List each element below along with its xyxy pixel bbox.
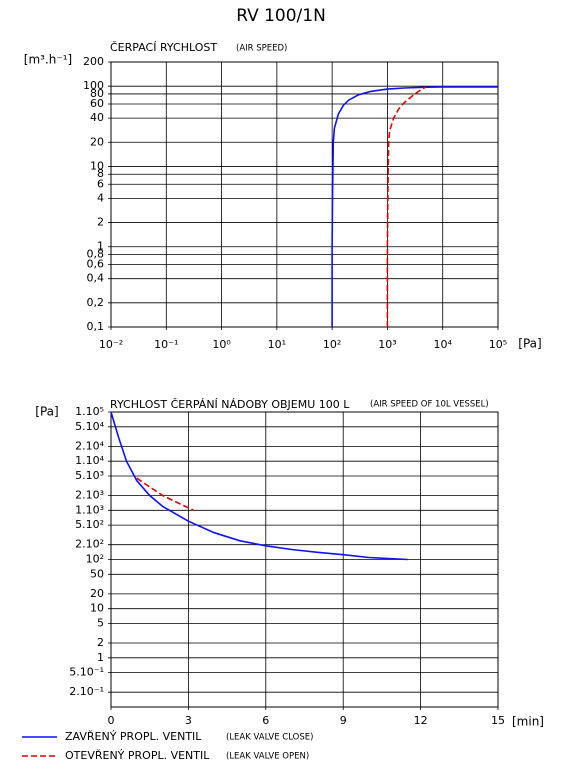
- y-tick-label: 40: [90, 111, 104, 124]
- y-tick-label: 200: [83, 55, 104, 68]
- x-tick-label: 10¹: [268, 338, 286, 351]
- y-tick-label: 100: [83, 79, 104, 92]
- y-tick-label: 5.10⁴: [75, 420, 104, 433]
- y-tick-label: 5: [97, 616, 104, 629]
- plot-frame: [110, 411, 499, 708]
- legend-label: ZAVŘENÝ PROPL. VENTIL: [65, 730, 202, 743]
- chart-title: ČERPACÍ RYCHLOST: [110, 41, 217, 54]
- x-axis-label: [min]: [512, 715, 544, 729]
- y-tick-label: 8: [97, 167, 104, 180]
- x-tick-label: 10⁴: [434, 338, 453, 351]
- y-tick-label: 2.10⁴: [75, 439, 104, 452]
- data-line: [136, 477, 194, 512]
- x-tick-label: 10⁻²: [99, 338, 123, 351]
- y-tick-label: 0,4: [87, 272, 105, 285]
- y-tick-label: 2.10³: [75, 489, 104, 502]
- y-axis-label: [Pa]: [35, 405, 58, 419]
- data-line: [386, 86, 427, 327]
- legend-note: (LEAK VALVE OPEN): [226, 752, 309, 762]
- x-tick-label: 10²: [323, 338, 341, 351]
- y-tick-label: 0,2: [87, 296, 105, 309]
- chart-subtitle: (AIR SPEED): [236, 44, 287, 54]
- y-tick-label: 80: [90, 87, 104, 100]
- legend-label: OTEVŘENÝ PROPL. VENTIL: [65, 749, 210, 762]
- y-tick-label: 10: [90, 159, 104, 172]
- x-tick-label: 10⁻¹: [154, 338, 178, 351]
- data-line: [331, 86, 498, 327]
- y-tick-label: 2.10²: [75, 538, 104, 551]
- x-tick-label: 15: [491, 714, 505, 727]
- plot-frame: [110, 61, 499, 328]
- x-tick-label: 3: [185, 714, 192, 727]
- y-tick-label: 1.10⁵: [75, 405, 104, 418]
- x-tick-label: 12: [414, 714, 428, 727]
- x-axis-label: [Pa]: [518, 337, 541, 351]
- y-tick-label: 4: [97, 191, 104, 204]
- y-tick-label: 10: [90, 602, 104, 615]
- y-tick-label: 60: [90, 97, 104, 110]
- x-tick-label: 6: [262, 714, 269, 727]
- y-tick-label: 0,8: [87, 248, 105, 261]
- y-tick-label: 1: [97, 651, 104, 664]
- legend-note: (LEAK VALVE CLOSE): [226, 733, 313, 743]
- y-tick-label: 2.10⁻¹: [69, 685, 104, 698]
- y-tick-label: 20: [90, 135, 104, 148]
- y-tick-label: 1: [97, 240, 104, 253]
- x-tick-label: 10⁰: [212, 338, 231, 351]
- y-axis-label: [m³.h⁻¹]: [24, 53, 72, 67]
- x-tick-label: 9: [340, 714, 347, 727]
- y-tick-label: 0,1: [87, 320, 105, 333]
- page-title: RV 100/1N: [236, 6, 326, 26]
- y-tick-label: 6: [97, 177, 104, 190]
- y-tick-label: 20: [90, 587, 104, 600]
- y-tick-label: 0,6: [87, 258, 105, 271]
- y-tick-label: 5.10³: [75, 469, 104, 482]
- chart-title: RYCHLOST ČERPÁNÍ NÁDOBY OBJEMU 100 L: [110, 398, 350, 411]
- y-tick-label: 2: [97, 636, 104, 649]
- x-tick-label: 10⁵: [489, 338, 507, 351]
- y-tick-label: 1.10³: [75, 503, 104, 516]
- y-tick-label: 1.10⁴: [75, 454, 104, 467]
- x-tick-label: 0: [108, 714, 115, 727]
- y-tick-label: 5.10²: [75, 518, 104, 531]
- x-tick-label: 10³: [378, 338, 396, 351]
- data-line: [110, 411, 408, 561]
- y-tick-label: 2: [97, 216, 104, 229]
- y-tick-label: 50: [90, 567, 104, 580]
- chart-subtitle: (AIR SPEED OF 10L VESSEL): [370, 400, 489, 410]
- y-tick-label: 5.10⁻¹: [69, 666, 104, 679]
- y-tick-label: 10²: [86, 553, 104, 566]
